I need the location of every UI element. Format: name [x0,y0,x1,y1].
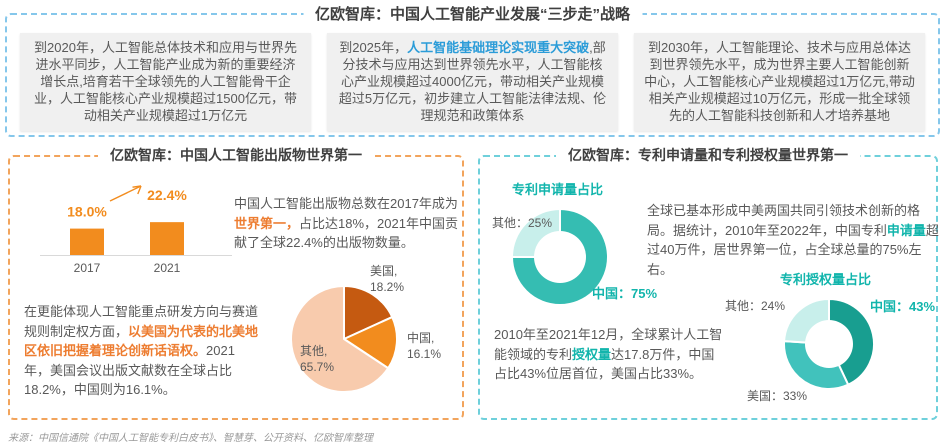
milestone-2025-box: 到2025年，人工智能基础理论实现重大突破,部分技术与应用达到世界领先水平，人工… [327,33,618,132]
summary-highlight: 世界第一， [234,215,300,231]
applications-text: 全球已基本形成中美两国共同引领技术创新的格局。据统计，2010年至2022年，中… [647,201,939,279]
milestone-2020-text: 到2020年，人工智能总体技术和应用与世界先进水平同步，人工智能产业成为新的重要… [34,40,297,123]
publications-summary: 中国人工智能出版物总数在2017年成为世界第一，占比达18%，2021年中国贡献… [234,194,468,253]
grants-text-after: 达17.8万件，中国占比43%位居首位，美国占比33%。 [494,346,715,382]
milestone-2030-box: 到2030年，人工智能理论、技术与应用总体达到世界领先水平，成为世界主要人工智能… [634,33,925,132]
milestone-2025-text-after: ,部分技术与应用达到世界领先水平，人工智能核心产业规模超过4000亿元，带动相关… [338,40,607,123]
applications-text-after: 超过40万件，居世界第一位，占全球总量的75%左右。 [647,222,939,277]
publications-bar-chart: 18.0% 2017 22.4% 2021 [40,185,232,275]
grants-donut-title: 专利授权量占比 [780,272,872,287]
milestone-2020-box: 到2020年，人工智能总体技术和应用与世界先进水平同步，人工智能产业成为新的重要… [20,33,311,132]
detail-text: 在更能体现人工智能重点研发方向与赛道规则制定权方面， [24,304,259,339]
publications-panel: 亿欧智库：中国人工智能出版物世界第一 18.0% 2017 22.4% 2021 中国… [8,146,464,420]
grants-label-others: 其他：24% [725,299,786,313]
svg-text:2021: 2021 [154,261,181,275]
three-step-strategy-panel: 亿欧智库：中国人工智能产业发展“三步走”战略 到2020年，人工智能总体技术和应… [5,4,940,137]
grants-text: 2010年至2021年12月，全球累计人工智能领域的专利授权量达17.8万件，中… [494,325,726,384]
patents-panel-title: 亿欧智库：专利申请量和专利授权量世界第一 [556,146,860,166]
svg-text:2017: 2017 [74,261,101,275]
grants-text-before: 2010年至2021年12月，全球累计人工智能领域的专利 [494,327,723,362]
pie-label-usa: 美国, 18.2% [370,264,405,295]
svg-text:22.4%: 22.4% [147,187,187,203]
grants-label-usa: 美国：33% [747,389,808,403]
pie-label-china: 中国, 16.1% [407,331,442,362]
applications-label-others: 其他：25% [492,216,553,230]
page-title: 亿欧智库：中国人工智能产业发展“三步走”战略 [302,4,643,25]
summary-text: 中国人工智能出版物总数在2017年成为 [234,196,458,211]
milestone-2025-highlight: 人工智能基础理论实现重大突破 [407,40,590,55]
milestone-2025-text: 到2025年， [339,40,408,55]
applications-donut-title: 专利申请量占比 [512,182,604,197]
grants-label-china: 中国：43% [870,299,936,314]
svg-text:18.0%: 18.0% [67,204,107,220]
source-note: 来源：中国信通院《中国人工智能专利白皮书》、智慧芽、公开资料、亿欧智库整理 [8,433,373,444]
patent-grants-donut-chart [783,298,875,390]
publications-detail: 在更能体现人工智能重点研发方向与赛道规则制定权方面，以美国为代表的北美地区依旧把… [24,302,260,400]
pie-label-others: 其他, 65.7% [300,344,335,375]
milestone-boxes: 到2020年，人工智能总体技术和应用与世界先进水平同步，人工智能产业成为新的重要… [7,15,938,132]
patent-applications-donut-chart [511,208,609,306]
grants-text-highlight: 授权量 [572,346,612,362]
applications-text-highlight: 申请量 [886,222,926,238]
publications-pie-chart [290,285,398,393]
applications-text-before: 全球已基本形成中美两国共同引领技术创新的格局。据统计，2010年至2022年，中… [647,203,921,238]
patents-panel: 亿欧智库：专利申请量和专利授权量世界第一 专利申请量占比 其他：25% 中国：7… [478,146,939,420]
detail-highlight: 以美国为代表的北美地区依旧把握着理论创新话语权。 [24,323,259,359]
detail-text-after: 2021年，美国会议出版文献数在全球占比18.2%，中国则为16.1%。 [24,343,235,397]
publications-panel-title: 亿欧智库：中国人工智能出版物世界第一 [98,146,374,166]
milestone-2030-text: 到2030年，人工智能理论、技术与应用总体达到世界领先水平，成为世界主要人工智能… [644,40,915,123]
summary-text-after: 占比达18%，2021年中国贡献了全球22.4%的出版物数量。 [234,215,458,251]
applications-label-china: 中国：75% [592,286,658,301]
